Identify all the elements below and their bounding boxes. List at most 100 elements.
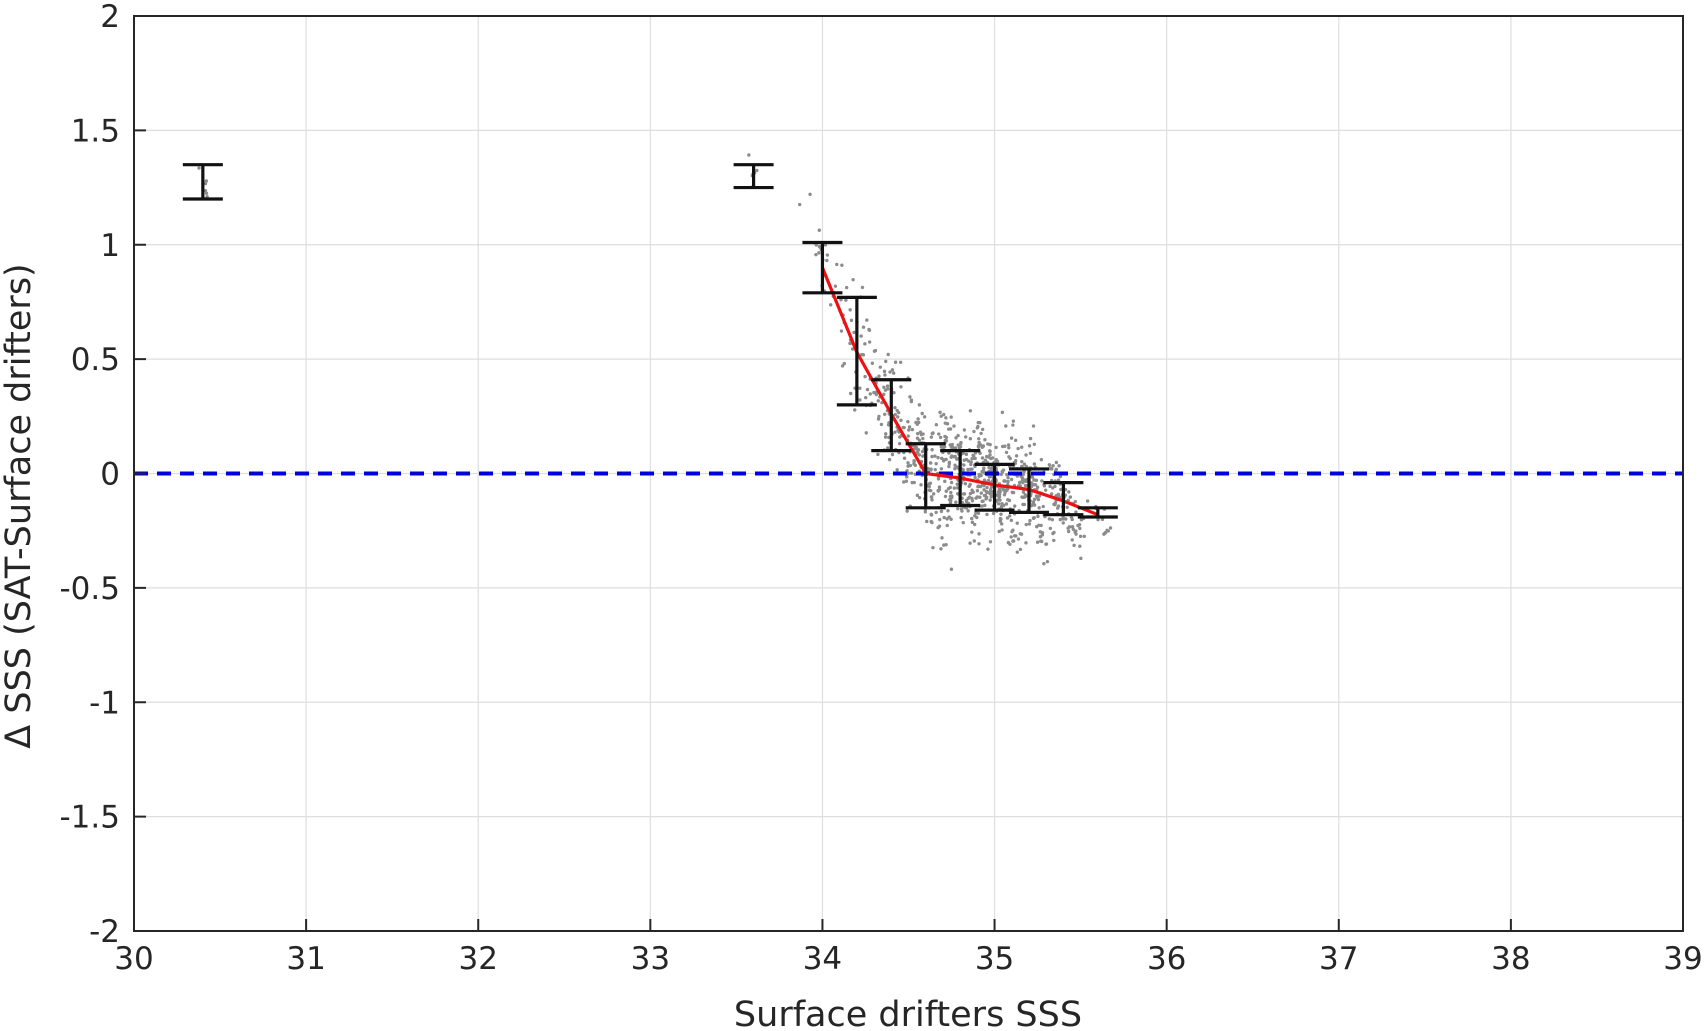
scatter-point: [962, 463, 966, 467]
scatter-point: [876, 399, 880, 403]
scatter-point: [950, 445, 955, 450]
scatter-point: [973, 456, 977, 461]
x-tick-label: 31: [286, 941, 325, 977]
scatter-point: [1049, 492, 1054, 496]
scatter-point: [899, 418, 903, 422]
scatter-point: [868, 392, 872, 396]
scatter-point: [1033, 483, 1038, 487]
scatter-point: [931, 545, 935, 550]
x-tick-label: 34: [803, 941, 842, 977]
scatter-point: [1032, 503, 1037, 507]
scatter-point: [1002, 488, 1006, 492]
scatter-point: [938, 517, 942, 522]
scatter-point: [940, 536, 944, 540]
scatter-point: [976, 420, 981, 425]
error-bar: [905, 442, 946, 510]
scatter-point: [904, 479, 909, 483]
scatter-point: [959, 515, 963, 520]
scatter-point: [936, 477, 941, 481]
scatter-point: [1024, 494, 1028, 498]
scatter-point: [906, 461, 910, 465]
scatter-point: [920, 411, 924, 416]
scatter-point: [966, 496, 970, 501]
scatter-point: [944, 457, 948, 462]
scatter-point: [921, 454, 925, 458]
scatter-point: [1012, 504, 1017, 508]
scatter-point: [943, 479, 947, 484]
scatter-point: [936, 489, 941, 493]
scatter-point: [962, 428, 967, 432]
scatter-point: [938, 435, 943, 440]
scatter-point: [984, 497, 988, 501]
scatter-point: [1052, 538, 1056, 543]
scatter-point: [959, 441, 963, 446]
scatter-point: [844, 285, 849, 290]
scatter-point: [1040, 539, 1044, 544]
scatter-point: [1048, 466, 1052, 470]
x-tick-label: 36: [1147, 941, 1186, 977]
scatter-point: [1072, 543, 1076, 548]
scatter-point: [934, 510, 938, 515]
scatter-point: [1011, 490, 1016, 495]
scatter-point: [929, 435, 934, 439]
scatter-point: [976, 424, 980, 429]
scatter-point: [937, 485, 942, 489]
scatter-point: [1076, 523, 1080, 528]
scatter-point: [1009, 477, 1014, 482]
scatter-point: [947, 462, 952, 466]
scatter-point: [944, 435, 949, 440]
scatter-point: [963, 482, 968, 486]
scatter-point: [1021, 478, 1026, 482]
scatter-point: [956, 443, 960, 447]
scatter-point: [1021, 490, 1026, 494]
scatter-point: [1017, 480, 1022, 485]
scatter-point: [991, 511, 996, 516]
scatter-point: [1048, 526, 1053, 531]
scatter-point: [1064, 517, 1068, 521]
scatter-point: [1037, 506, 1041, 510]
scatter-point: [917, 495, 922, 500]
scatter-point: [887, 457, 892, 462]
scatter-point: [849, 318, 854, 323]
scatter-point: [1053, 484, 1057, 489]
y-axis-label: Δ SSS (SAT-Surface drifters): [0, 263, 39, 748]
scatter-point: [934, 422, 939, 427]
scatter-point: [979, 473, 983, 478]
scatter-point: [1016, 446, 1020, 451]
scatter-point: [909, 399, 914, 404]
scatter-point: [905, 509, 909, 513]
scatter-point: [1096, 517, 1100, 522]
scatter-point: [1108, 526, 1113, 530]
scatter-point: [895, 468, 899, 472]
scatter-point: [883, 373, 887, 377]
scatter-point: [1048, 484, 1052, 489]
scatter-point: [923, 510, 928, 514]
scatter-point: [921, 432, 925, 436]
scatter-point: [886, 446, 890, 450]
scatter-point: [928, 461, 933, 465]
scatter-point: [1038, 530, 1043, 534]
scatter-point: [931, 492, 936, 496]
y-axis-ticks: -2 -1.5 -1 -0.5 0 0.5 1 1.5 2: [60, 0, 146, 950]
scatter-point: [919, 483, 923, 487]
scatter-point: [1039, 457, 1044, 462]
scatter-point: [1007, 446, 1011, 450]
scatter-point: [1071, 527, 1075, 531]
scatter-point: [987, 449, 992, 453]
scatter-point: [1009, 518, 1014, 523]
scatter-point: [1027, 444, 1032, 448]
scatter-point: [883, 435, 888, 439]
error-bar: [836, 295, 877, 407]
scatter-point: [863, 374, 867, 379]
scatter-point: [872, 390, 876, 395]
scatter-point: [982, 493, 987, 498]
scatter-point: [1050, 517, 1055, 522]
scatter-point: [1006, 443, 1011, 447]
scatter-point: [204, 191, 209, 195]
scatter-point: [916, 448, 921, 452]
scatter-point: [1035, 540, 1040, 544]
scatter-point: [1006, 479, 1010, 484]
scatter-point: [1028, 436, 1033, 441]
scatter-point: [981, 444, 986, 448]
scatter-point: [997, 495, 1002, 499]
